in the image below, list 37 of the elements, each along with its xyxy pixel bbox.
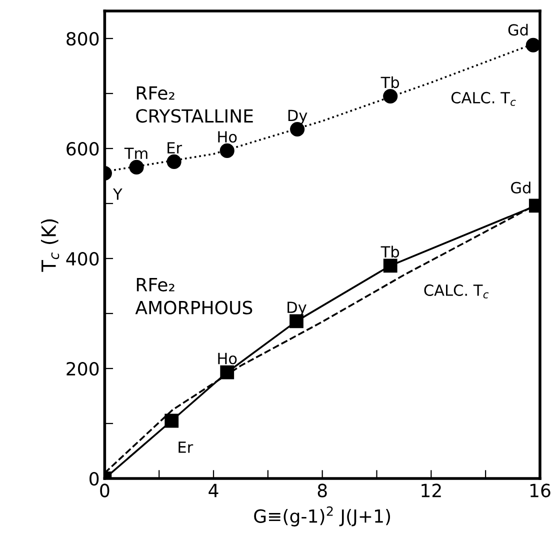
- point: [129, 160, 144, 174]
- y-tick-label: 600: [66, 142, 99, 156]
- annotation: Y: [112, 188, 122, 200]
- x-tick-label: 16: [530, 484, 550, 498]
- annotation: Dy: [288, 302, 306, 316]
- annotation: Tm: [124, 148, 148, 159]
- annotation: Gd: [508, 24, 528, 36]
- annotation: CALC. T$_{c}$: [451, 92, 516, 106]
- point: [164, 414, 179, 428]
- point: [383, 258, 398, 273]
- annotation: Gd: [511, 182, 530, 194]
- y-tick-label: 200: [66, 362, 99, 376]
- y-axis-title: T$_{c}$ (K): [40, 219, 60, 272]
- annotation: Tb: [380, 76, 400, 88]
- x-tick-label: 0: [100, 484, 110, 498]
- y-tick-label: 0: [90, 472, 99, 486]
- point: [220, 365, 234, 380]
- point: [526, 38, 540, 52]
- annotation: RFe₂ CRYSTALLINE: [136, 86, 253, 123]
- point: [290, 314, 304, 328]
- x-tick-label: 12: [422, 484, 441, 498]
- x-tick-label: 8: [318, 484, 327, 498]
- point: [383, 88, 398, 104]
- annotation: Ho: [218, 131, 237, 143]
- annotation: CALC. T$_{c}$: [424, 284, 489, 298]
- annotation: RFe₂ AMORPHOUS: [135, 278, 252, 314]
- point: [220, 143, 234, 158]
- annotation: Dy: [288, 110, 308, 124]
- x-axis-title: G≡(g-1)$^{2}$ J(J+1): [254, 506, 390, 526]
- annotation: Er: [168, 142, 182, 154]
- annotation: Er: [178, 442, 194, 453]
- point: [166, 154, 182, 169]
- y-tick-label: 800: [66, 32, 99, 46]
- y-tick-label: 400: [66, 252, 99, 266]
- annotation: Tb: [380, 246, 400, 258]
- annotation: Ho: [218, 352, 237, 364]
- x-tick-label: 4: [208, 484, 218, 498]
